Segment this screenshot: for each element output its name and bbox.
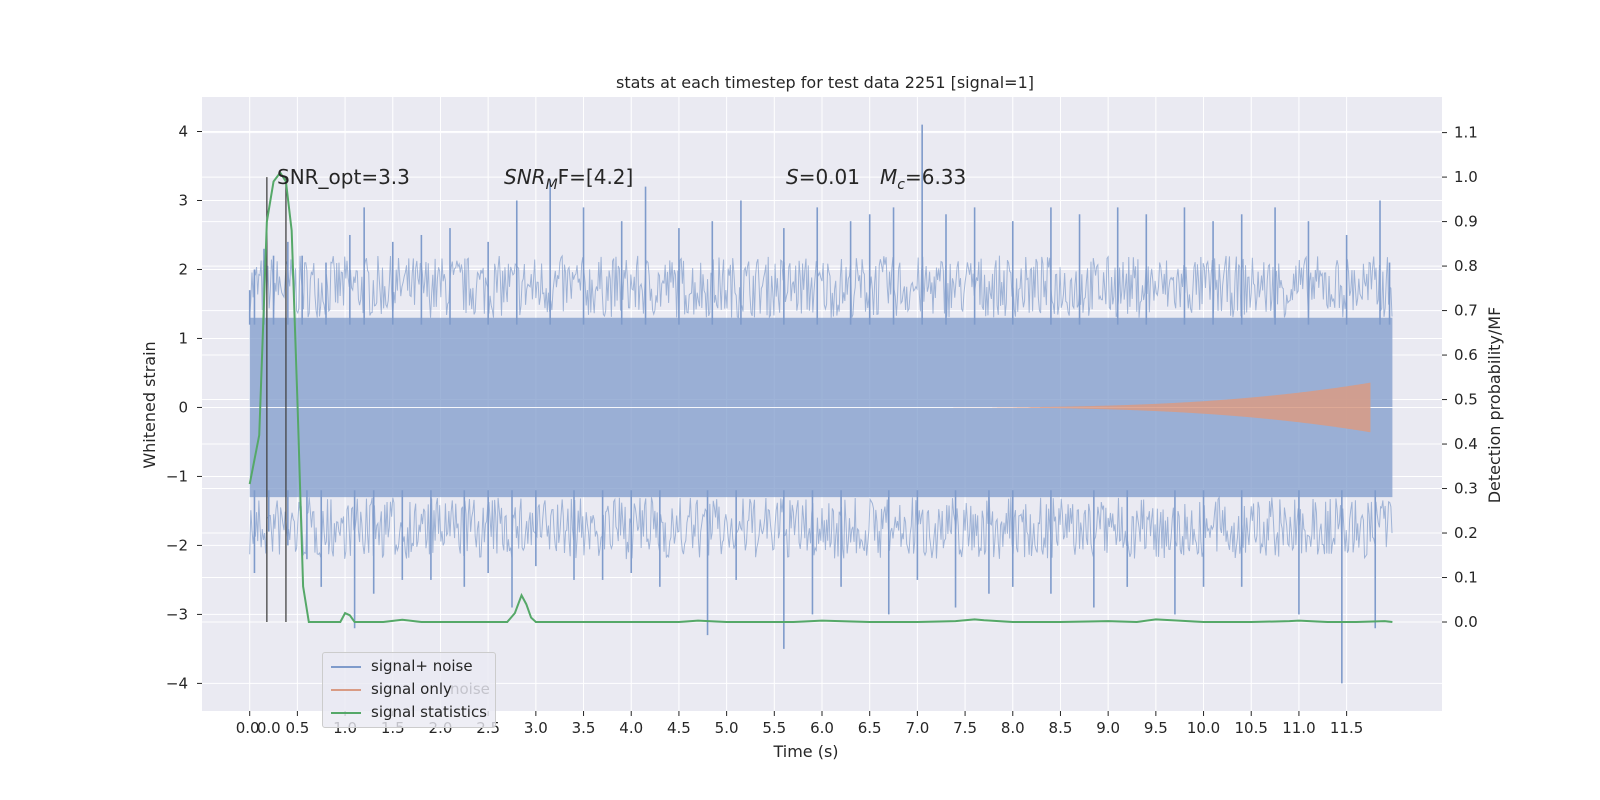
x-tick-label: 5.5 [762,719,786,737]
x-tick-label: 3.5 [572,719,596,737]
legend: signal+ noise signal only noise signal st… [322,652,496,728]
x-tick-label: 6.0 [810,719,834,737]
y-right-tick-label: 0.1 [1454,569,1478,587]
x-tick-label: 5.0 [715,719,739,737]
annotation-mc-sub: c [897,177,905,193]
x-tick-label: 4.0 [619,719,643,737]
y-right-tick-label: 1.1 [1454,124,1478,142]
y-right-tick-label: 0.4 [1454,435,1478,453]
x-tick-label: 11.0 [1282,719,1315,737]
signal-only-series [917,382,1371,433]
x-tick-label: 0.0 [257,719,281,737]
legend-label-signal-statistics: signal statistics [371,703,488,721]
x-tick-label: 8.5 [1049,719,1073,737]
x-tick-label: 7.0 [905,719,929,737]
legend-swatch-signal-only [331,688,361,691]
legend-item-signal-statistics: signal statistics [331,701,487,723]
y-tick-label: 2 [178,260,188,278]
x-tick-label: 4.5 [667,719,691,737]
y-right-tick-label: 0.8 [1454,257,1478,275]
y-right-tick-label: 0.2 [1454,524,1478,542]
x-tick-label: 7.5 [953,719,977,737]
y-tick-label: 1 [178,329,188,347]
annotation-snr-mf-rest: F=[4.2] [558,165,634,189]
y-tick-label: 0 [178,398,188,416]
legend-item-signal-noise: signal+ noise [331,655,473,677]
legend-ghost-text: noise [450,680,490,698]
annotation-snr-mf-main: SNR [504,165,546,189]
legend-swatch-signal-statistics [331,711,361,714]
y-tick-label: −3 [166,605,188,623]
noise-fringe-lower [249,495,1393,560]
x-tick-label: 8.0 [1001,719,1025,737]
y-tick-label: 3 [178,191,188,209]
y-right-tick-label: 1.0 [1454,168,1478,186]
annotation-mc: Mc=6.33 [880,165,966,193]
chirp-envelope [917,382,1371,433]
x-tick-label: 0.0 [236,719,260,737]
x-tick-label: 0.5 [285,719,309,737]
annotation-snr-mf: SNRMF=[4.2] [504,165,633,193]
annotation-snr-mf-sub: M [546,177,558,193]
legend-item-signal-only: signal only noise [331,678,490,700]
x-tick-label: 3.0 [524,719,548,737]
y-tick-label: −2 [166,536,188,554]
y-right-tick-label: 0.3 [1454,480,1478,498]
y-tick-label: 4 [178,122,188,140]
y-right-tick-label: 0.7 [1454,302,1478,320]
y-tick-label: −4 [166,674,188,692]
x-tick-label: 9.5 [1144,719,1168,737]
legend-label-signal-noise: signal+ noise [371,657,473,675]
annotation-s: S=0.01 [786,165,860,189]
signal-statistics-series [248,170,1393,624]
y-right-tick-label: 0.0 [1454,613,1478,631]
y-right-axis-label: Detection probability/MF [1485,307,1504,504]
y-tick-label: −1 [166,467,188,485]
chart-title: stats at each timestep for test data 225… [616,73,1034,92]
y-right-tick-label: 0.5 [1454,391,1478,409]
x-tick-label: 11.5 [1330,719,1363,737]
annotation-snr-opt: SNR_opt=3.3 [277,165,410,189]
x-tick-label: 10.5 [1235,719,1268,737]
x-axis-label: Time (s) [772,742,838,761]
y-right-tick-label: 0.9 [1454,213,1478,231]
marker-lines [266,177,287,623]
x-tick-label: 6.5 [858,719,882,737]
statistics-line [248,170,1393,624]
annotation-mc-label: M [880,165,897,189]
legend-label-signal-only: signal only [371,680,452,698]
x-tick-label: 10.0 [1187,719,1220,737]
annotation-mc-value: =6.33 [905,165,966,189]
x-tick-label: 9.0 [1096,719,1120,737]
annotation-s-value: =0.01 [799,165,860,189]
noise-fringe-upper [249,254,1393,319]
annotation-s-label: S [786,165,799,189]
legend-swatch-signal-noise [331,665,361,668]
y-right-tick-label: 0.6 [1454,346,1478,364]
y-axis-label: Whitened strain [140,341,159,468]
